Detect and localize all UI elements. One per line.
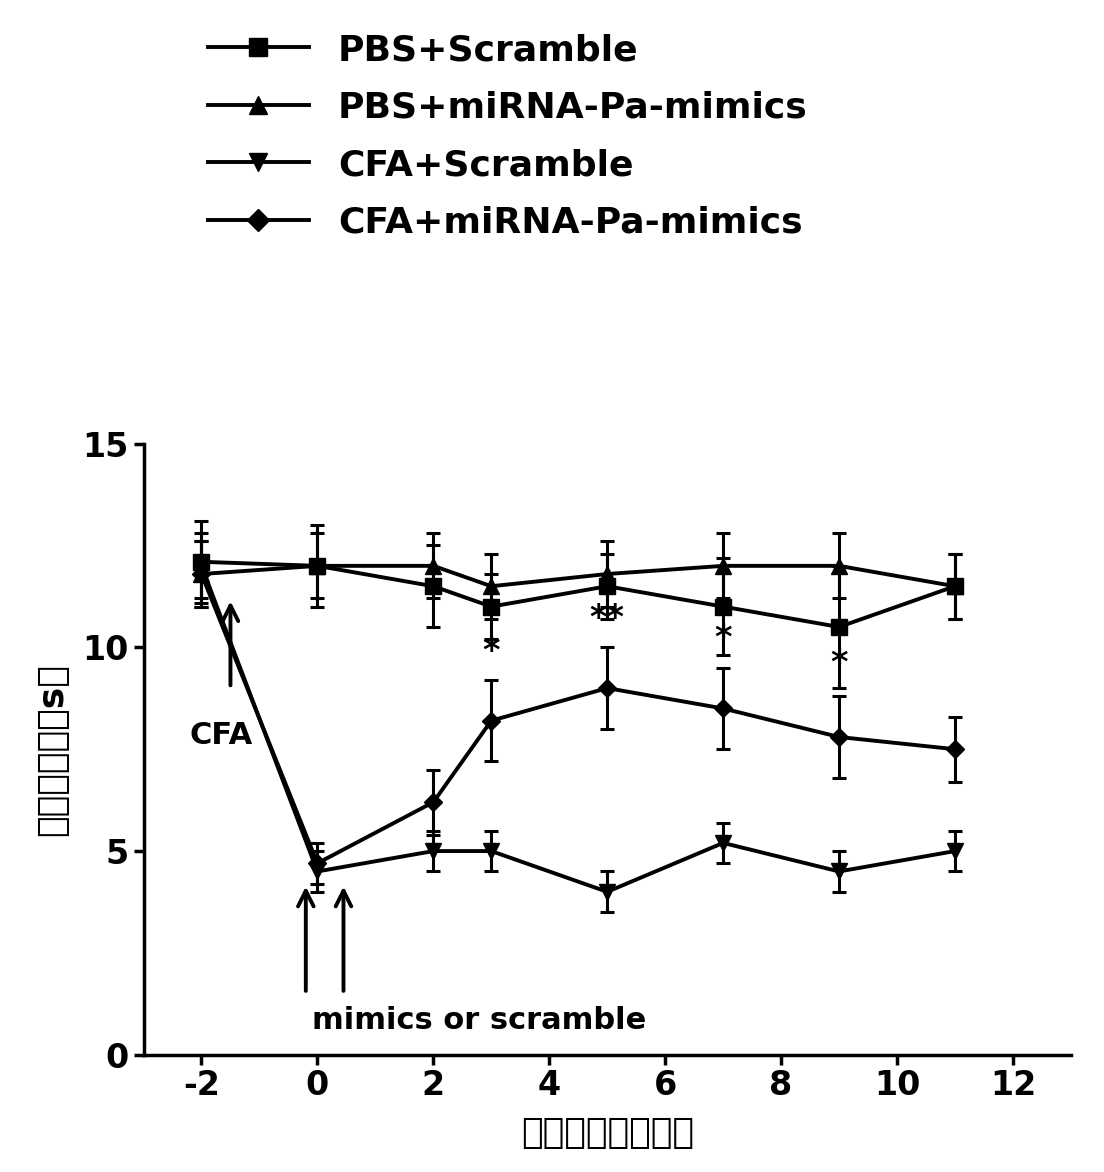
Text: mimics or scramble: mimics or scramble: [311, 1006, 646, 1035]
Text: *: *: [482, 635, 500, 668]
Text: *: *: [830, 647, 848, 680]
X-axis label: 注射后时间（天）: 注射后时间（天）: [521, 1116, 693, 1150]
Legend: PBS+Scramble, PBS+miRNA-Pa-mimics, CFA+Scramble, CFA+miRNA-Pa-mimics: PBS+Scramble, PBS+miRNA-Pa-mimics, CFA+S…: [208, 33, 808, 239]
Y-axis label: 缩足潜伏期（s）: 缩足潜伏期（s）: [34, 663, 68, 836]
Text: *: *: [714, 622, 732, 655]
Text: CFA: CFA: [190, 721, 253, 750]
Text: **: **: [590, 602, 625, 635]
